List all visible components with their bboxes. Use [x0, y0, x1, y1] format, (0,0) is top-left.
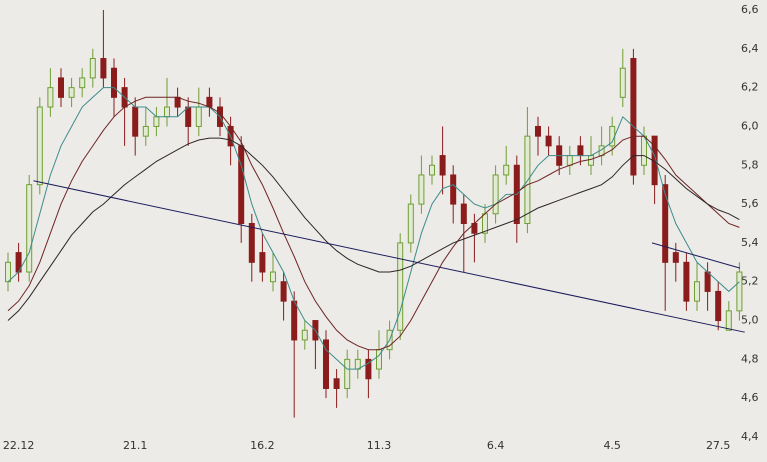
y-tick-label: 5,2 — [741, 275, 759, 288]
x-tick-label: 11.3 — [367, 439, 392, 452]
candle-body — [566, 155, 573, 166]
candle-body — [460, 203, 467, 225]
trend-line — [33, 180, 745, 333]
candle-body — [694, 281, 700, 302]
y-tick-label: 6,2 — [741, 81, 759, 94]
candle-body — [503, 164, 510, 176]
candle-body — [407, 203, 414, 244]
candle-body — [301, 329, 308, 341]
candle-body — [619, 67, 626, 98]
candle-body — [36, 106, 43, 186]
moving-average-line — [7, 87, 740, 370]
candle-body — [26, 184, 33, 273]
y-tick-label: 4,6 — [741, 391, 759, 404]
candle-body — [206, 96, 213, 108]
x-tick-label: 16.2 — [250, 439, 275, 452]
candle-body — [725, 310, 732, 331]
x-tick-label: 27.5 — [706, 439, 731, 452]
candle-body — [683, 261, 690, 302]
candle-body — [333, 378, 340, 389]
candle-body — [672, 252, 679, 263]
candle-body — [662, 184, 669, 263]
moving-average-line — [7, 96, 740, 351]
candle-body — [736, 271, 743, 312]
y-tick-label: 5,6 — [741, 197, 759, 210]
candle-body — [132, 106, 139, 137]
candle-body — [365, 358, 372, 380]
candle-body — [535, 125, 541, 137]
candle-body — [47, 87, 54, 108]
candle-body — [174, 96, 181, 108]
y-tick-label: 4,8 — [741, 352, 759, 365]
candle-body — [291, 300, 298, 341]
candle-body — [429, 164, 435, 176]
candle-body — [323, 339, 329, 389]
candle-body — [715, 290, 722, 322]
candle-body — [164, 106, 170, 118]
x-tick-label: 6.4 — [487, 439, 505, 452]
y-tick-label: 5,0 — [741, 314, 759, 327]
y-tick-label: 6,0 — [741, 119, 759, 132]
trend-line — [651, 242, 741, 269]
y-tick-label: 5,8 — [741, 158, 759, 171]
candle-body — [704, 271, 711, 292]
candle-body — [344, 358, 351, 389]
candle-body — [439, 155, 446, 176]
x-tick-label: 4.5 — [603, 439, 621, 452]
candle-body — [195, 106, 202, 127]
candle-body — [238, 145, 245, 224]
y-tick-label: 4,4 — [741, 430, 759, 443]
candle-body — [270, 271, 276, 283]
x-tick-label: 21.1 — [123, 439, 148, 452]
candle-body — [545, 135, 552, 147]
candle-body — [68, 87, 75, 98]
candle-body — [588, 155, 594, 166]
x-tick-label: 22.12 — [3, 439, 35, 452]
candle-body — [5, 261, 11, 283]
candle-body — [492, 174, 499, 215]
y-tick-label: 5,4 — [741, 236, 759, 249]
y-tick-label: 6,4 — [741, 42, 759, 55]
candle-body — [111, 67, 117, 98]
moving-average-line — [7, 137, 740, 321]
candle-body — [100, 58, 107, 79]
candle-body — [248, 223, 255, 263]
candle-body — [641, 135, 647, 166]
candle-body — [89, 58, 96, 79]
candle-body — [418, 174, 425, 205]
candle-body — [185, 106, 192, 127]
y-tick-label: 6,6 — [741, 3, 759, 16]
candle-body — [79, 77, 86, 89]
candle-body — [450, 174, 457, 205]
candle-body — [630, 58, 637, 176]
candle-body — [397, 242, 404, 331]
candle-body — [577, 145, 584, 157]
candle-body — [58, 77, 64, 98]
candle-body — [524, 135, 531, 224]
candle-body — [142, 125, 149, 137]
candle-body — [280, 281, 287, 302]
candle-body — [259, 252, 266, 273]
candle-body — [153, 116, 160, 127]
